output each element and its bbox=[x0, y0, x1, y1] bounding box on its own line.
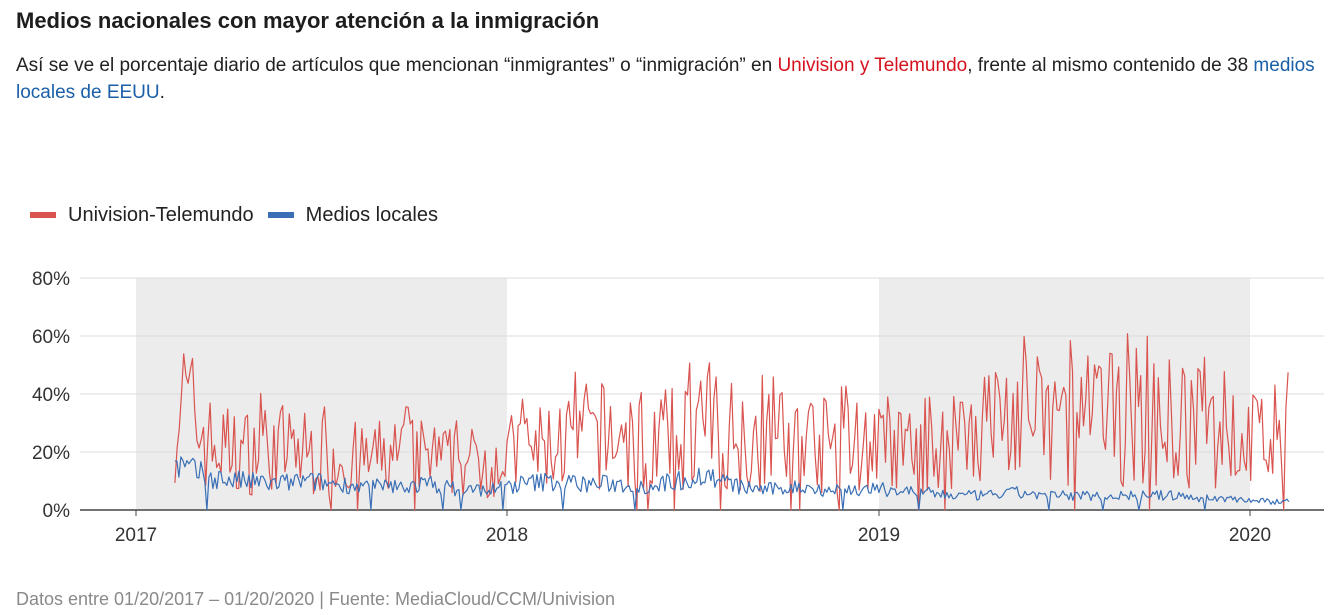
legend-swatch-univision-telemundo bbox=[30, 212, 56, 218]
subtitle-text-3: . bbox=[159, 82, 165, 103]
x-tick-label: 2017 bbox=[115, 525, 157, 546]
chart-legend: Univision-Telemundo Medios locales bbox=[30, 202, 452, 228]
source-footer: Datos entre 01/20/2017 – 01/20/2020 | Fu… bbox=[16, 589, 616, 609]
legend-label-univision-telemundo: Univision-Telemundo bbox=[68, 203, 254, 226]
y-tick-label: 40% bbox=[32, 385, 70, 406]
x-tick-label: 2020 bbox=[1229, 525, 1271, 546]
subtitle-highlight-univision: Univision y Telemundo bbox=[777, 55, 968, 76]
y-tick-label: 60% bbox=[32, 327, 70, 348]
series-line-univision-telemundo bbox=[174, 333, 1289, 511]
subtitle-text-1: Así se ve el porcentaje diario de artícu… bbox=[16, 55, 778, 76]
y-tick-label: 20% bbox=[32, 443, 70, 464]
x-tick-label: 2018 bbox=[486, 525, 528, 546]
legend-item-medios-locales: Medios locales bbox=[267, 203, 438, 227]
legend-item-univision-telemundo: Univision-Telemundo bbox=[30, 204, 254, 227]
chart-title: Medios nacionales con mayor atención a l… bbox=[16, 8, 600, 33]
series-line-medios-locales bbox=[174, 456, 1290, 511]
x-tick-label: 2019 bbox=[858, 525, 900, 546]
legend-swatch-medios-locales bbox=[267, 212, 294, 218]
y-tick-label: 80% bbox=[32, 269, 70, 290]
chart-subtitle: Así se ve el porcentaje diario de artícu… bbox=[16, 52, 1316, 106]
subtitle-highlight-local-media: medios locales de EEUU bbox=[16, 55, 1315, 103]
legend-label-medios-locales: Medios locales bbox=[305, 203, 438, 226]
line-chart: 0% 20% 40% 60% 80% 2017 2018 2019 2020 bbox=[32, 269, 1324, 546]
subtitle-text-2: , frente al mismo contenido de 38 bbox=[967, 55, 1254, 76]
y-tick-label: 0% bbox=[43, 501, 71, 522]
